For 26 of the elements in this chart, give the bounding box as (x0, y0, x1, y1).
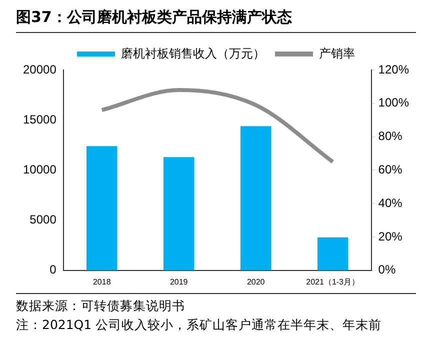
y-tick-label: 20000 (22, 62, 57, 76)
text: 注：2021Q1 公司收入较小，系矿山客户通常在半年末、年末前 (16, 316, 382, 334)
x-tick-label: 2021（1-3月） (306, 277, 360, 286)
source-note: 数据来源：可转债募集说明书 (16, 297, 186, 315)
y2-tick-label: 60% (378, 162, 403, 177)
bar (86, 146, 118, 270)
y2-tick-label: 0% (378, 262, 396, 277)
legend-label: 产销率 (319, 46, 355, 60)
y-tick-label: 5000 (30, 212, 57, 227)
x-tick-label: 2019 (170, 277, 188, 286)
y-tick-label: 0 (50, 262, 57, 277)
legend-label: 磨机衬板销售收入（万元） (121, 46, 265, 60)
y-tick-label: 15000 (22, 112, 57, 126)
y2-tick-label: 40% (378, 196, 403, 210)
bar (317, 237, 348, 270)
x-tick-label: 2020 (246, 277, 266, 286)
x-tick-label: 2018 (92, 277, 112, 286)
chart-title: 图37：公司磨机衬板类产品保持满产状态 (16, 8, 292, 27)
y-tick-label: 10000 (22, 162, 57, 177)
y2-tick-label: 20% (378, 229, 403, 244)
y2-tick-label: 80% (378, 129, 403, 144)
line-series (100, 88, 335, 164)
y2-tick-label: 120% (378, 62, 410, 76)
bar (240, 126, 272, 270)
y2-tick-label: 100% (378, 96, 410, 110)
bar (163, 157, 194, 270)
